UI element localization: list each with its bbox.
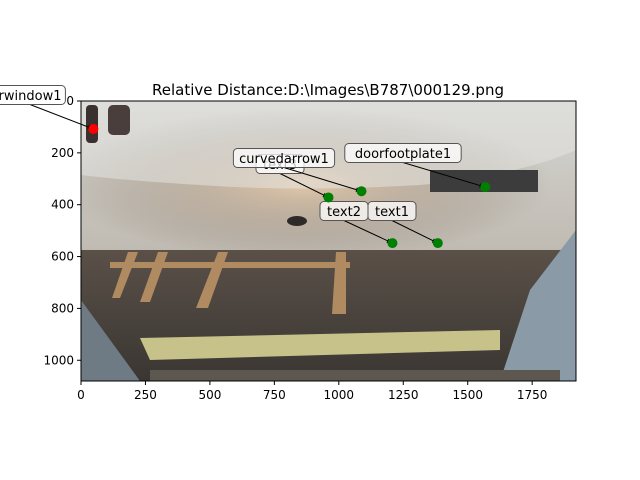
annotation-box bbox=[0, 85, 66, 105]
data-point bbox=[432, 238, 443, 249]
annotation-arrow bbox=[391, 220, 439, 244]
x-tick-label: 1000 bbox=[324, 388, 355, 402]
x-tick-label: 250 bbox=[134, 388, 157, 402]
annotation-arrow bbox=[279, 173, 329, 198]
annotation-box bbox=[367, 201, 417, 221]
data-point bbox=[356, 186, 367, 197]
data-point bbox=[387, 238, 398, 249]
x-tick-label: 1250 bbox=[388, 388, 419, 402]
y-tick-label: 200 bbox=[51, 146, 74, 160]
x-tick-label: 500 bbox=[198, 388, 221, 402]
annotation-arrow bbox=[29, 104, 94, 130]
annotation-label: rwindow1 bbox=[0, 89, 61, 104]
chart-title: Relative Distance:D:\Images\B787\000129.… bbox=[152, 81, 504, 99]
annotation-arrow bbox=[283, 167, 362, 192]
annotation-box bbox=[344, 143, 462, 163]
annotation-label: doorfootplate1 bbox=[355, 147, 451, 162]
y-tick-label: 400 bbox=[51, 198, 74, 212]
y-tick-label: 1000 bbox=[43, 353, 74, 367]
plot-frame bbox=[80, 100, 577, 382]
data-point bbox=[88, 124, 99, 134]
y-tick-label: 800 bbox=[51, 301, 74, 315]
x-tick-label: 750 bbox=[263, 388, 286, 402]
annotation-arrow bbox=[402, 162, 486, 188]
x-tick-label: 1750 bbox=[517, 388, 548, 402]
annotation-label: text1 bbox=[375, 205, 409, 220]
data-point bbox=[323, 192, 334, 203]
x-tick-label: 1500 bbox=[452, 388, 483, 402]
data-point bbox=[480, 182, 491, 193]
x-tick-label: 0 bbox=[77, 388, 85, 402]
y-tick-label: 600 bbox=[51, 250, 74, 264]
annotation-box bbox=[232, 148, 336, 168]
annotation-label: text2 bbox=[327, 205, 361, 220]
annotation-label: curvedarrow1 bbox=[239, 152, 329, 167]
y-tick-label: 0 bbox=[66, 94, 74, 108]
annotation-arrow bbox=[343, 220, 393, 244]
background-photo bbox=[81, 101, 576, 381]
